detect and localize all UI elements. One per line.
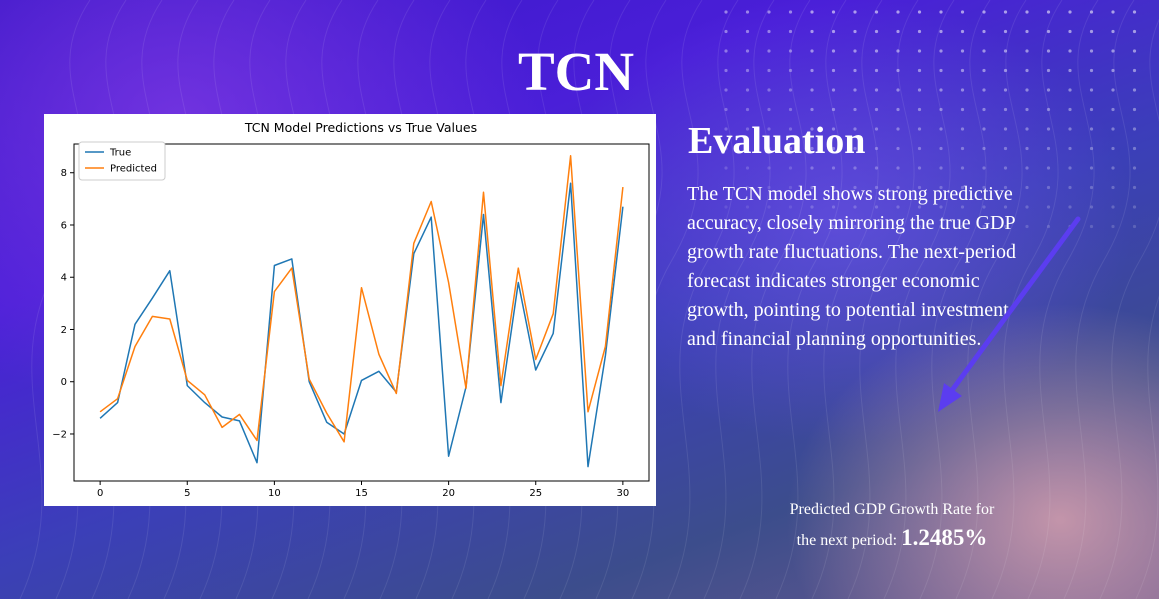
- y-tick-label: 0: [61, 377, 67, 388]
- x-tick-label: 0: [97, 488, 103, 499]
- y-axis: −2 0 2 4 6 8: [52, 168, 74, 440]
- evaluation-body-text: The TCN model shows strong predictive ac…: [687, 183, 1016, 350]
- chart-title: TCN Model Predictions vs True Values: [244, 120, 477, 135]
- x-axis: 0 5 10 15 20 25 30: [97, 481, 629, 499]
- x-tick-label: 20: [442, 488, 455, 499]
- chart-legend: True Predicted: [78, 141, 166, 181]
- series-lines: [99, 155, 624, 468]
- series-line-predicted: [99, 155, 624, 443]
- y-tick-label: 4: [61, 273, 67, 284]
- y-tick-label: 8: [61, 168, 67, 179]
- x-tick-label: 10: [268, 488, 281, 499]
- plot-frame: [73, 143, 650, 482]
- legend-label-predicted: Predicted: [110, 164, 157, 175]
- slide-title: TCN: [518, 41, 635, 102]
- x-tick-label: 15: [355, 488, 368, 499]
- y-tick-label: 6: [61, 220, 67, 231]
- y-tick-label: −2: [52, 429, 67, 440]
- y-tick-label: 2: [61, 325, 67, 336]
- chart-card: TCN Model Predictions vs True Values −2 0…: [44, 114, 656, 506]
- prediction-value: 1.2485%: [901, 525, 988, 550]
- evaluation-heading: Evaluation: [688, 120, 866, 162]
- dot-grid-decoration: [724, 10, 1137, 229]
- x-tick-label: 25: [529, 488, 542, 499]
- series-line-true: [99, 182, 624, 468]
- line-chart: TCN Model Predictions vs True Values −2 0…: [52, 120, 650, 499]
- legend-label-true: True: [109, 148, 131, 159]
- x-tick-label: 5: [184, 488, 190, 499]
- prediction-label-line-1: Predicted GDP Growth Rate for: [789, 501, 995, 518]
- x-tick-label: 30: [616, 488, 629, 499]
- prediction-label-line-2: the next period:: [796, 532, 898, 549]
- arrow-icon: [938, 216, 1081, 412]
- prediction-callout: Predicted GDP Growth Rate for the next p…: [760, 496, 1024, 555]
